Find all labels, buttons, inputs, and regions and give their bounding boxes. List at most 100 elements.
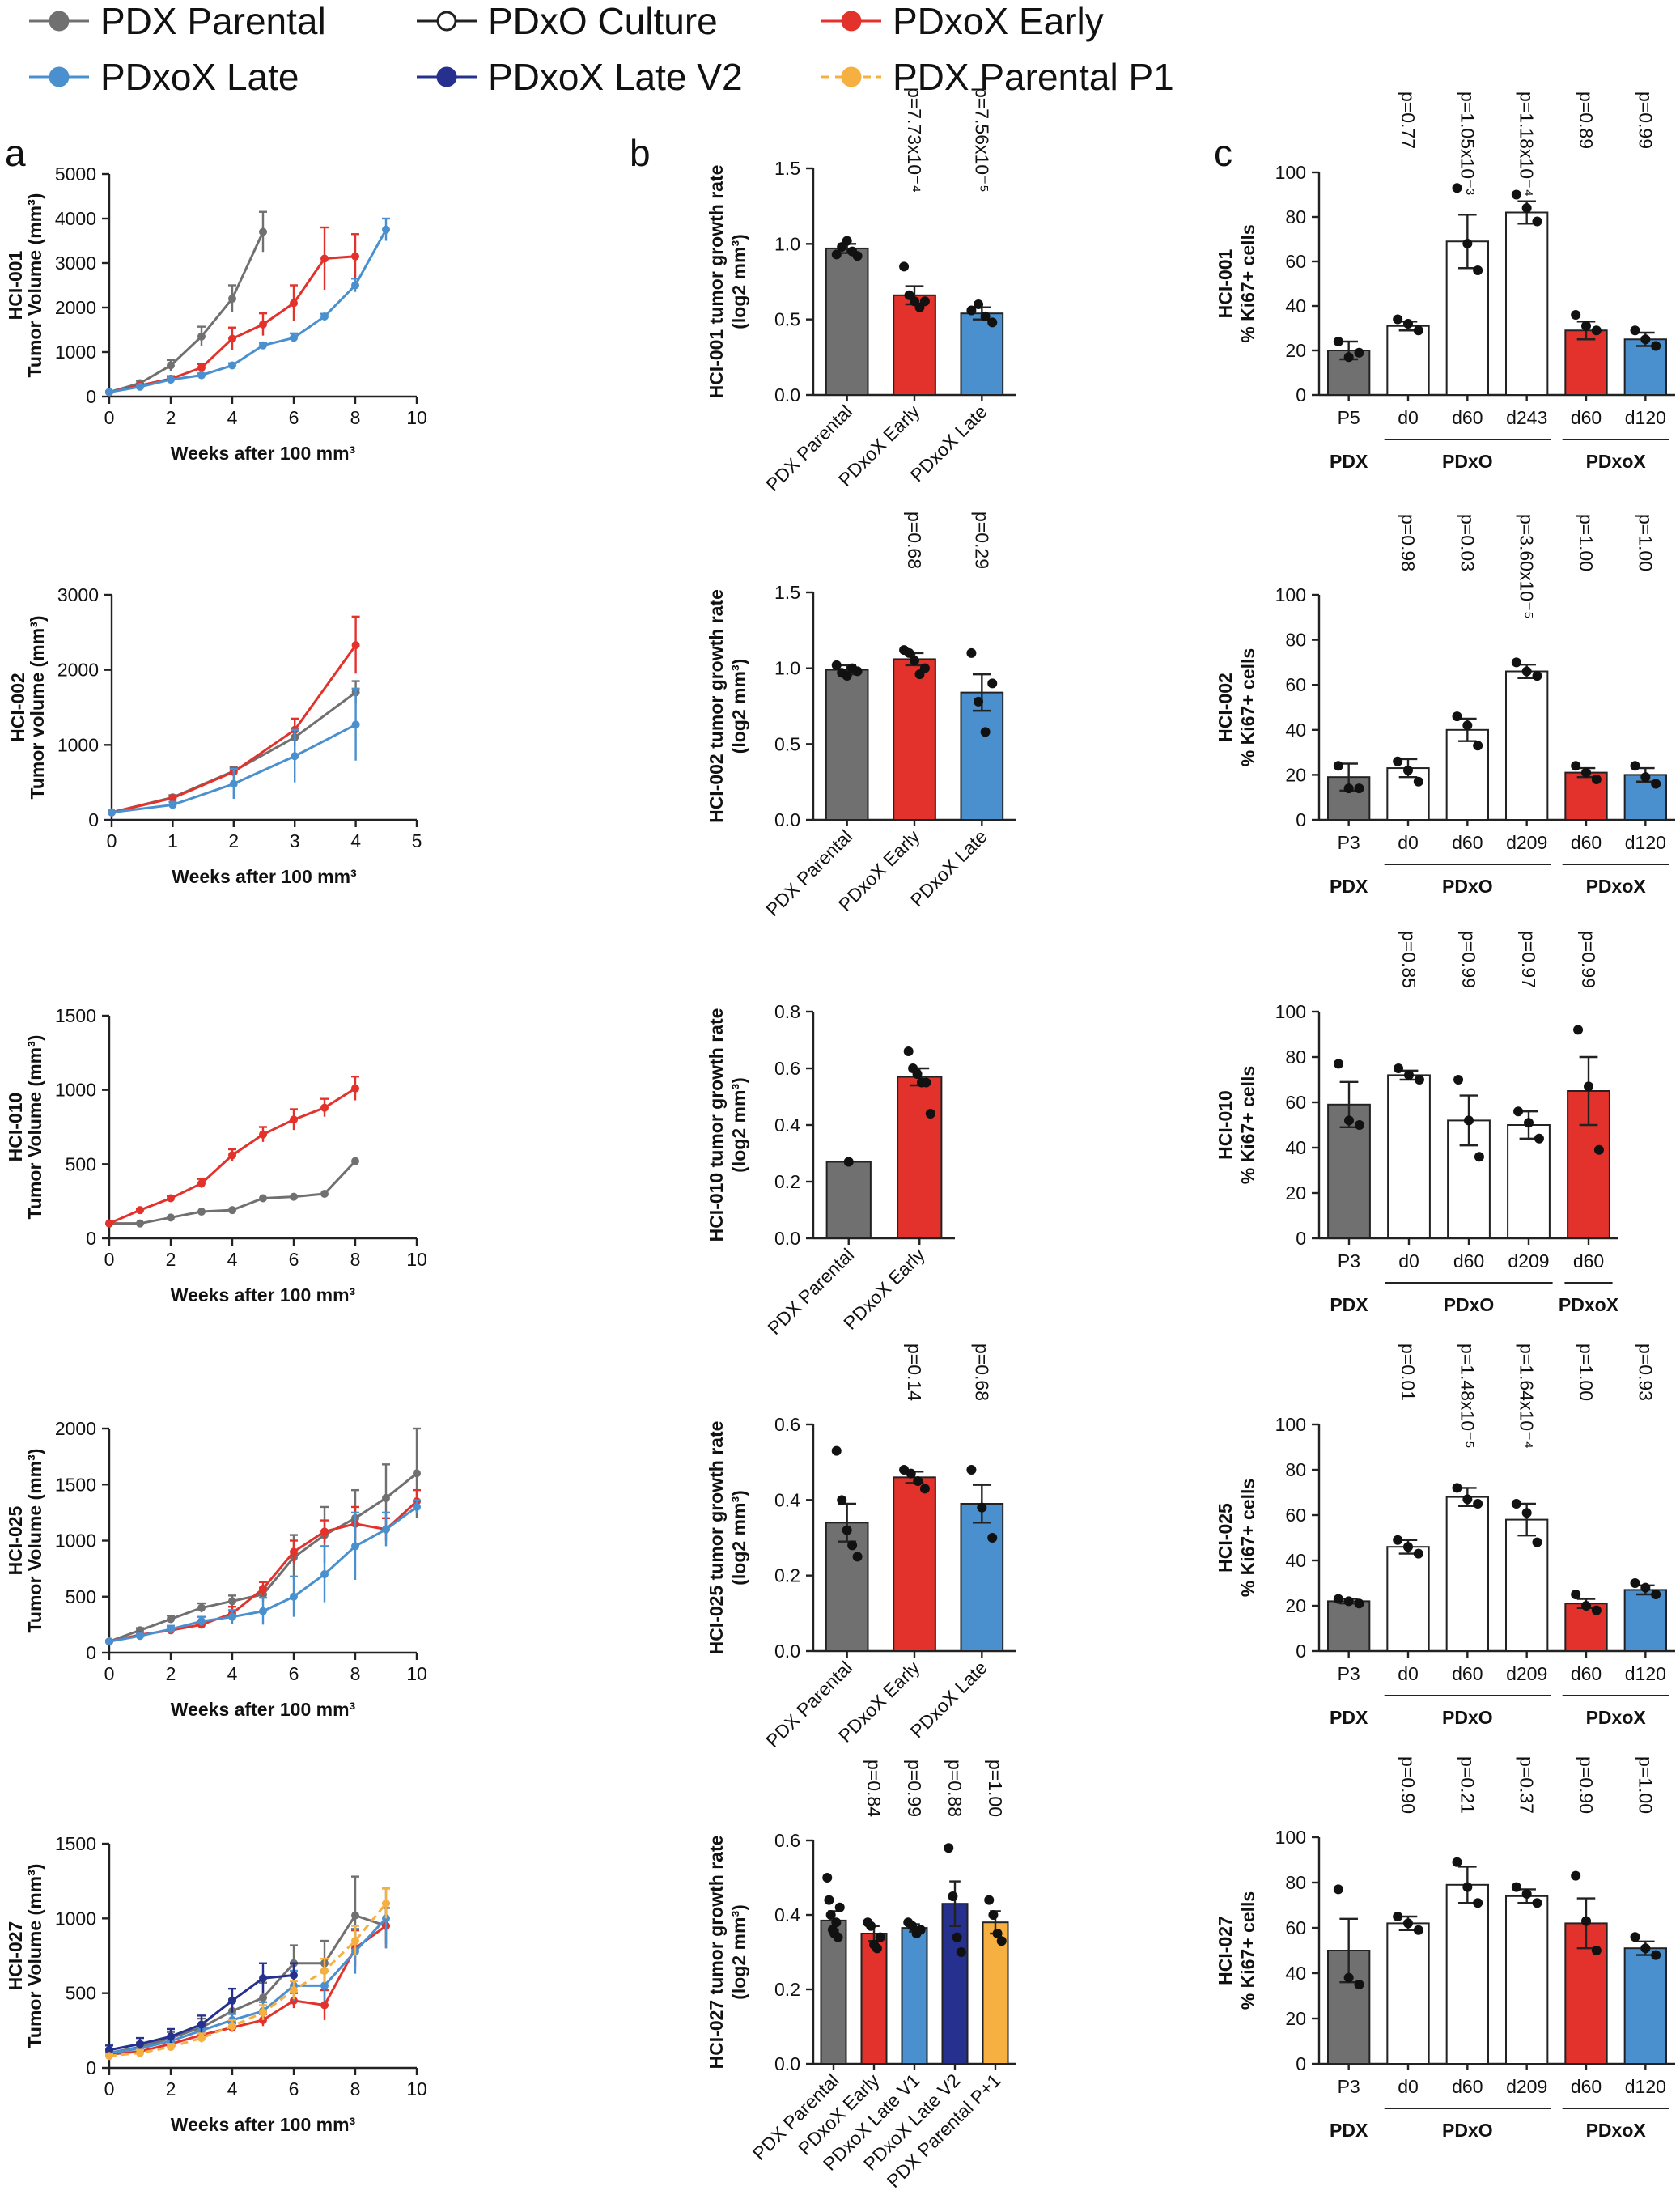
replicate-point — [1581, 767, 1591, 778]
replicate-point — [1473, 1898, 1483, 1908]
replicate-point — [996, 1936, 1007, 1946]
replicate-point — [833, 1932, 843, 1942]
replicate-point — [1403, 1918, 1413, 1929]
y-axis-subtitle: Tumor Volume (mm³) — [24, 1035, 45, 1220]
y-axis-title: HCI-025 — [5, 1505, 26, 1575]
y-axis-title: HCI-025 — [1215, 1503, 1236, 1573]
y-tick-label: 0.4 — [774, 1904, 800, 1925]
replicate-point — [852, 251, 863, 261]
replicate-point — [875, 1932, 885, 1942]
y-tick-label: 0 — [88, 809, 99, 830]
y-tick-label: 0.0 — [774, 384, 800, 405]
replicate-point — [984, 1895, 995, 1905]
y-tick-label: 0.2 — [774, 1171, 800, 1192]
x-tick-label: d120 — [1625, 407, 1666, 428]
bar — [1623, 1589, 1667, 1653]
data-point — [167, 376, 175, 384]
bar-chart-c3: 0 20 40 60 80 100 HCI-010% Ki67+ cells P3 d0 p=0.… — [1215, 931, 1619, 1315]
y-tick-label: 1000 — [55, 1080, 96, 1101]
y-axis-subtitle: % Ki67+ cells — [1237, 1066, 1258, 1184]
series-pdx-parental-p1 — [105, 1887, 390, 2061]
replicate-point — [1511, 189, 1521, 200]
replicate-point — [1521, 1889, 1532, 1899]
replicate-point — [831, 660, 842, 670]
y-tick-label: 0.6 — [774, 1058, 800, 1079]
y-tick-label: 80 — [1285, 1459, 1306, 1480]
replicate-point — [831, 1917, 842, 1928]
data-point — [259, 1130, 267, 1139]
y-axis-subtitle: (log2 mm³) — [728, 1904, 749, 2000]
data-point — [197, 332, 206, 341]
legend-label: PDX Parental P1 — [893, 56, 1174, 98]
data-point — [320, 1527, 329, 1536]
y-axis-title: HCI-025 tumor growth rate — [706, 1421, 727, 1655]
y-tick-label: 40 — [1285, 720, 1306, 741]
x-tick-label: d120 — [1625, 832, 1666, 853]
bar — [897, 1076, 943, 1239]
replicate-point — [1403, 765, 1413, 775]
replicate-point — [1532, 1537, 1542, 1547]
y-axis-subtitle: (log2 mm³) — [728, 1077, 749, 1173]
replicate-point — [966, 1465, 977, 1475]
y-tick-label: 1.5 — [774, 158, 800, 179]
x-tick-label: d0 — [1398, 1663, 1419, 1684]
bar — [860, 1933, 888, 2065]
x-tick-label: d60 — [1571, 407, 1602, 428]
y-tick-label: 1.0 — [774, 233, 800, 254]
y-tick-label: 0 — [1296, 1641, 1306, 1662]
replicate-point — [1452, 1857, 1462, 1867]
data-point — [168, 800, 177, 809]
x-tick-label: 4 — [227, 1663, 238, 1684]
series-line — [108, 1913, 387, 2055]
data-point — [413, 1502, 421, 1511]
bar-chart-c4: 0 20 40 60 80 100 HCI-025% Ki67+ cells P3 d0 p=0.… — [1215, 1344, 1675, 1728]
x-axis-title: Weeks after 100 mm³ — [171, 1284, 356, 1305]
data-point — [291, 752, 299, 761]
bar-chart-c1: 0 20 40 60 80 100 HCI-001% Ki67+ cells P5 d0 p=0.… — [1215, 91, 1675, 472]
x-tick-label: P3 — [1338, 1250, 1360, 1271]
y-tick-label: 3000 — [57, 584, 99, 605]
replicate-point — [1452, 183, 1462, 193]
y-axis-subtitle: (log2 mm³) — [728, 234, 749, 329]
group-label: PDxO — [1442, 2120, 1493, 2141]
x-axis-title: Weeks after 100 mm³ — [171, 2114, 356, 2135]
group-label: PDxO — [1444, 1294, 1495, 1315]
x-tick-label: 4 — [350, 830, 361, 851]
p-value-label: p=0.98 — [1398, 514, 1419, 571]
y-tick-label: 0 — [86, 1642, 96, 1663]
replicate-point — [1591, 1605, 1602, 1615]
data-point — [413, 1469, 421, 1478]
replicate-point — [992, 1929, 1003, 1938]
p-value-label: p=3.60x10⁻⁵ — [1517, 514, 1538, 619]
bar-chart-b4: 0.0 0.2 0.4 0.6 HCI-025 tumor growth rate (lo… — [706, 1344, 1016, 1751]
data-point — [320, 1190, 329, 1198]
replicate-point — [1532, 1898, 1542, 1908]
x-tick-label: d60 — [1452, 407, 1483, 428]
replicate-point — [913, 1476, 923, 1486]
replicate-point — [966, 305, 977, 316]
p-value-label: p=0.90 — [1398, 1756, 1419, 1814]
p-value-label: p=0.97 — [1518, 931, 1539, 988]
data-point — [259, 1585, 267, 1594]
replicate-point — [1573, 1025, 1584, 1035]
y-tick-label: 1.5 — [774, 582, 800, 603]
x-tick-label: d209 — [1506, 1663, 1547, 1684]
replicate-point — [1571, 761, 1581, 771]
series-pdx-parental — [105, 1875, 390, 2057]
y-tick-label: 1000 — [55, 342, 96, 363]
x-tick-label: d120 — [1625, 2076, 1666, 2097]
group-label: PDxO — [1442, 876, 1493, 897]
replicate-point — [847, 1540, 858, 1551]
data-point — [105, 2045, 113, 2054]
data-point — [351, 1157, 359, 1165]
y-axis-title: HCI-027 — [5, 1921, 26, 1991]
legend-item: PDxoX Late V2 — [417, 56, 743, 98]
replicate-point — [1462, 1882, 1473, 1892]
replicate-point — [1581, 1916, 1591, 1926]
y-axis-subtitle: % Ki67+ cells — [1237, 1891, 1258, 2010]
data-point — [382, 1525, 390, 1534]
data-point — [290, 299, 298, 308]
y-axis-subtitle: % Ki67+ cells — [1237, 1479, 1258, 1597]
